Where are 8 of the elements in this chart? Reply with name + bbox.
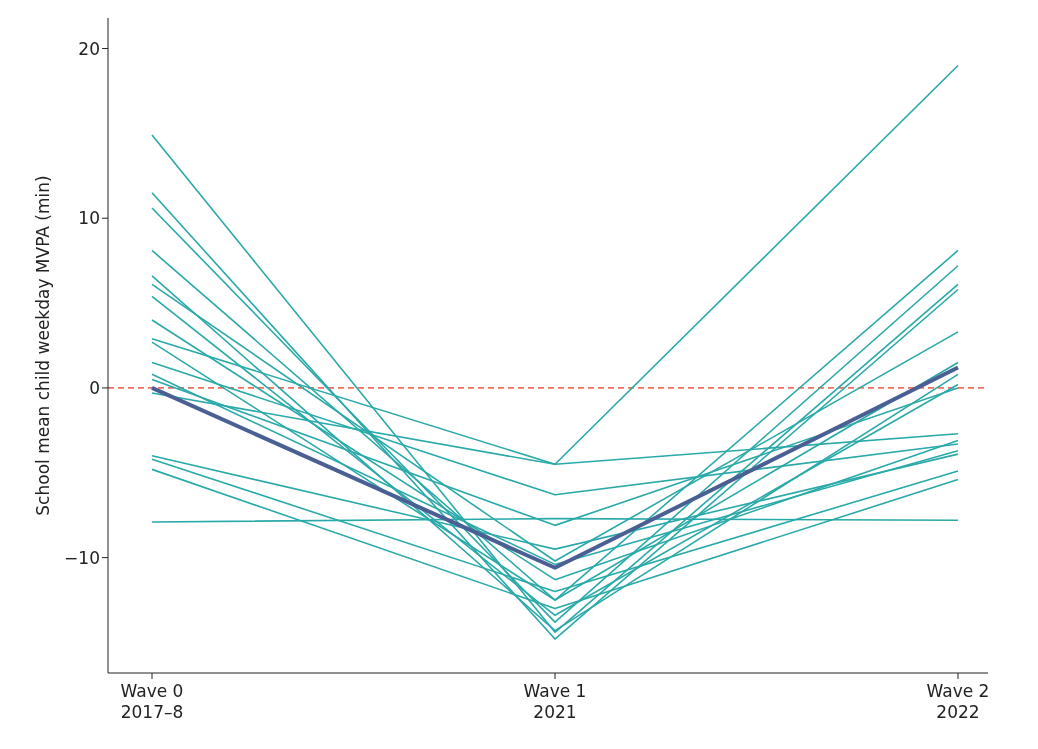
y-tick-label: 0: [89, 377, 100, 398]
y-tick-label: −10: [64, 547, 100, 568]
y-tick-label: 20: [78, 38, 100, 59]
x-tick-label: Wave 0 2017–8: [120, 681, 184, 722]
x-tick-label: Wave 2 2022: [926, 681, 990, 722]
y-axis-title: School mean child weekday MVPA (min): [33, 175, 54, 516]
y-tick-label: 10: [78, 208, 100, 229]
x-tick-label: Wave 1 2021: [523, 681, 587, 722]
